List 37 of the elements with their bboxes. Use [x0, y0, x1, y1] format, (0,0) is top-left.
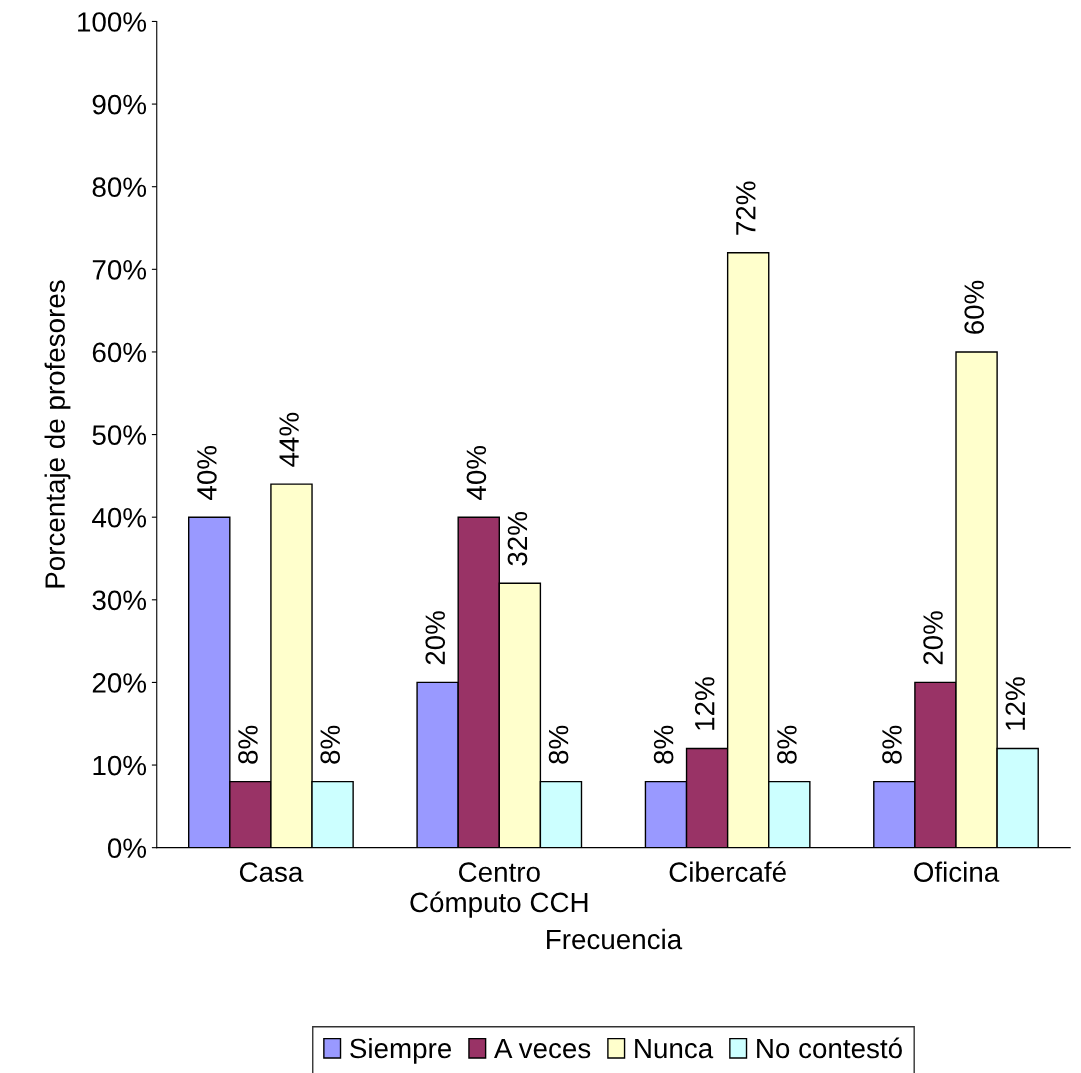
y-tick-label: 50% [92, 425, 147, 445]
data-label: 8% [777, 725, 797, 764]
data-label: 8% [320, 725, 341, 764]
data-label: 40% [197, 445, 217, 500]
data-label: 8% [238, 725, 258, 764]
y-tick-label: 20% [92, 673, 147, 693]
x-axis-title: Frecuencia [547, 928, 683, 950]
data-label: 32% [507, 512, 528, 566]
y-tick-label: 40% [92, 507, 147, 528]
y-tick-label: 10% [93, 755, 147, 776]
x-tick-label: Oficina [914, 861, 1000, 882]
x-tick-label: Casa [239, 862, 304, 882]
y-tick-label: 80% [92, 177, 147, 198]
data-label: 60% [964, 280, 985, 334]
data-label: 44% [279, 412, 299, 467]
legend-label: No contestó [757, 1037, 902, 1059]
data-label: 8% [882, 725, 902, 764]
data-label: 8% [653, 725, 674, 764]
y-tick-label: 100% [78, 12, 147, 32]
data-label: 40% [466, 445, 487, 500]
y-tick-label: 0% [107, 838, 147, 859]
data-label: 20% [923, 611, 943, 665]
legend-label: Nunca [635, 1038, 714, 1059]
data-label: 8% [548, 725, 569, 764]
y-axis-title: Porcentaje de profesores [44, 280, 71, 588]
y-tick-label: 30% [92, 590, 147, 611]
legend-label: A veces [494, 1038, 591, 1059]
x-tick-label: Centro Cómputo CCH [410, 862, 588, 918]
data-label: 12% [694, 677, 715, 730]
y-tick-label: 70% [92, 259, 147, 280]
data-label: 12% [1005, 677, 1026, 730]
legend-label: Siempre [350, 1037, 452, 1064]
y-tick-label: 90% [92, 94, 147, 115]
y-tick-label: 60% [92, 342, 147, 363]
data-label: 20% [425, 611, 446, 665]
x-tick-label: Cibercafé [669, 861, 786, 882]
data-label: 72% [735, 181, 756, 235]
